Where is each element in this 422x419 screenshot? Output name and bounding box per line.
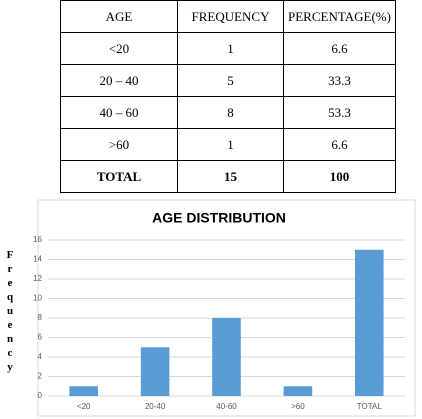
cell: 5 — [177, 64, 284, 97]
cell: 8 — [177, 96, 284, 129]
total-row: TOTAL 15 100 — [60, 160, 396, 193]
y-tick-label: 16 — [33, 235, 42, 244]
bar — [140, 347, 170, 396]
y-tick-label: 10 — [33, 294, 42, 303]
row: >60 1 6.6 — [60, 128, 396, 161]
header-row: AGE FREQUENCY PERCENTAGE(%) — [60, 0, 396, 33]
x-tick-label: 40-60 — [216, 402, 237, 411]
header-cell: AGE — [60, 0, 178, 33]
chart-title: AGE DISTRIBUTION — [152, 210, 286, 226]
cell: 33.3 — [283, 64, 396, 97]
cell: 6.6 — [283, 32, 396, 65]
cell: <20 — [60, 32, 178, 65]
cell: 100 — [283, 160, 396, 193]
y-tick-label: 2 — [38, 372, 43, 381]
cell: >60 — [60, 128, 178, 161]
x-tick-label: <20 — [77, 402, 91, 411]
y-tick-label: 0 — [38, 391, 43, 400]
y-tick-label: 6 — [38, 333, 43, 342]
y-tick-label: 14 — [33, 255, 42, 264]
bar — [212, 318, 241, 396]
y-tick-label: 12 — [33, 274, 42, 283]
x-tick-label: >60 — [291, 402, 305, 411]
cell: TOTAL — [60, 160, 178, 193]
cell: 6.6 — [283, 128, 396, 161]
cell: 1 — [177, 128, 284, 161]
cell: 53.3 — [283, 96, 396, 129]
y-tick-label: 4 — [38, 352, 43, 361]
bar — [355, 249, 384, 396]
y-tick-label: 8 — [38, 313, 43, 322]
x-tick-label: TOTAL — [357, 402, 383, 411]
row: 20 – 40 5 33.3 — [60, 64, 396, 97]
cell: 40 – 60 — [60, 96, 178, 129]
bar — [69, 386, 98, 396]
bar — [283, 386, 313, 396]
row: <20 1 6.6 — [60, 32, 396, 65]
data-table: AGE FREQUENCY PERCENTAGE(%) <20 1 6.6 20 –… — [60, 0, 396, 193]
cell: 15 — [177, 160, 284, 193]
header-cell: FREQUENCY — [177, 0, 284, 33]
cell: 20 – 40 — [60, 64, 178, 97]
header-cell: PERCENTAGE(%) — [283, 0, 396, 33]
x-tick-label: 20-40 — [145, 402, 166, 411]
row: 40 – 60 8 53.3 — [60, 96, 396, 129]
cell: 1 — [177, 32, 284, 65]
y-axis-label: Frequency — [6, 249, 14, 373]
